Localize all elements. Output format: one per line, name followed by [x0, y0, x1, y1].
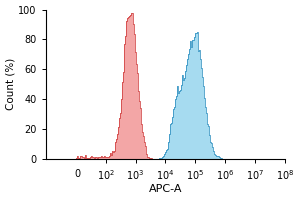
Y-axis label: Count (%): Count (%): [6, 58, 16, 110]
Polygon shape: [76, 32, 285, 159]
X-axis label: APC-A: APC-A: [149, 184, 182, 194]
Polygon shape: [76, 13, 285, 159]
Text: 0: 0: [74, 169, 80, 179]
